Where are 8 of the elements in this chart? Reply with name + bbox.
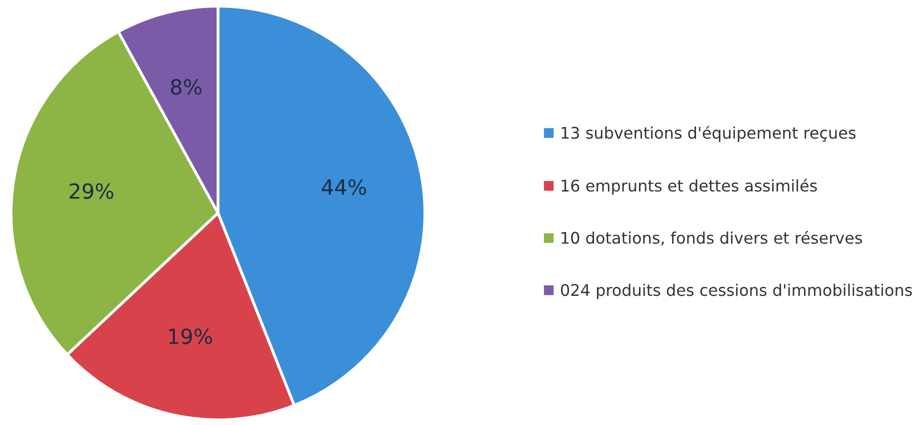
legend-label: 024 produits des cessions d'immobilisations	[561, 284, 912, 300]
legend-label: 10 dotations, fonds divers et réserves	[562, 230, 862, 246]
legend-label: 16 emprunts et dettes assimilés	[562, 178, 817, 195]
data-label: 44%	[322, 179, 366, 196]
data-label: 19%	[169, 328, 212, 344]
data-label: 8%	[170, 79, 202, 95]
data-label: 29%	[70, 183, 114, 199]
legend-label: 13 subventions d'équipement reçues	[562, 126, 856, 142]
